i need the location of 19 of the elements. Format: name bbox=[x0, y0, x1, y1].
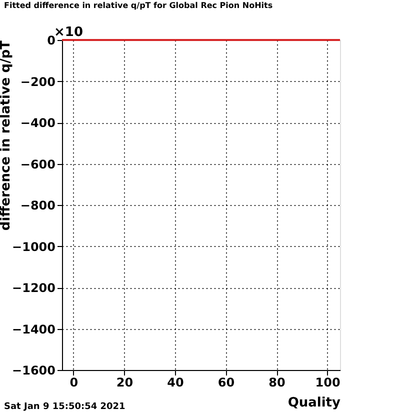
x-tick-label: 40 bbox=[167, 376, 184, 390]
y-tick-label: −600 bbox=[20, 157, 56, 172]
y-tick-label: −1400 bbox=[12, 322, 56, 336]
x-tick-label: 80 bbox=[268, 376, 286, 390]
x-axis-title: Quality bbox=[288, 396, 342, 410]
text: ×10 bbox=[54, 25, 83, 40]
y-tick-label: −1600 bbox=[12, 364, 56, 378]
x-tick-label: 0 bbox=[70, 376, 78, 390]
y-tick-label: −200 bbox=[20, 74, 56, 89]
y-tick-label: −800 bbox=[20, 198, 56, 212]
chart-title: Fitted difference in relative q/pT for Global Rec Pion NoHits bbox=[4, 1, 273, 10]
y-tick-label: −1200 bbox=[12, 281, 56, 295]
y-tick-label: 0 bbox=[47, 34, 56, 48]
x-tick-label: 60 bbox=[218, 376, 235, 390]
x-tick-label: 20 bbox=[116, 376, 134, 390]
y-tick-label: −1000 bbox=[12, 240, 56, 254]
text: Sat Jan 9 15:50:54 2021 bbox=[4, 402, 126, 412]
x-tick-label: 100 bbox=[315, 376, 340, 390]
y-tick-label: −400 bbox=[20, 116, 56, 130]
